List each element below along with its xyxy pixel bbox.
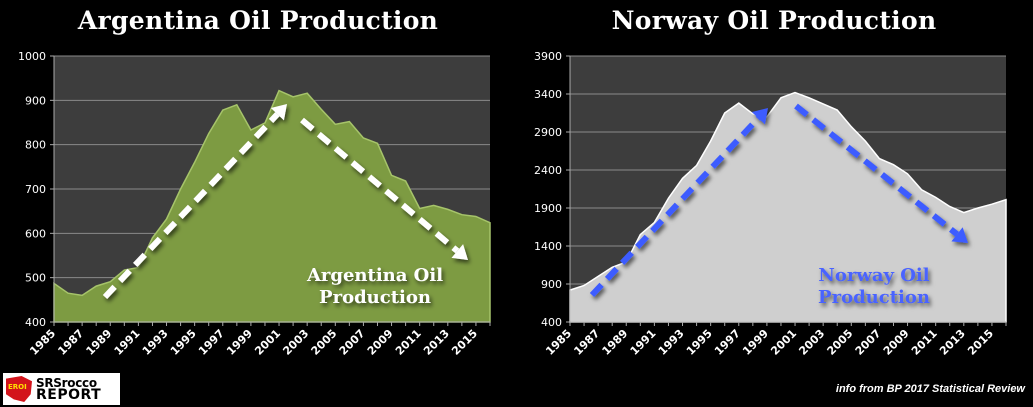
x-tick-label: 1993 <box>140 327 171 358</box>
x-tick-label: 2003 <box>280 327 311 358</box>
x-tick-label: 2013 <box>421 327 452 358</box>
usa-map-icon: EROI <box>6 376 32 402</box>
x-tick-label: 1999 <box>224 327 255 358</box>
logo-line1: SRSrocco <box>36 376 97 390</box>
x-tick-label: 1991 <box>628 327 659 358</box>
x-tick-label: 1997 <box>196 327 227 358</box>
x-tick-label: 2015 <box>965 327 996 358</box>
x-tick-label: 1995 <box>168 327 199 358</box>
x-tick-label: 2011 <box>909 327 940 358</box>
y-tick-label: 3900 <box>534 50 562 63</box>
trend-arrow-icon <box>102 104 287 300</box>
area-series <box>53 89 491 323</box>
argentina-chart-panel: Argentina Oil Production 400 500 600 700 800… <box>0 0 516 407</box>
y-tick-label: 500 <box>25 272 46 285</box>
x-tick-label: 2013 <box>937 327 968 358</box>
y-tick-label: 2400 <box>534 164 562 177</box>
norway-chart-title: Norway Oil Production <box>611 6 937 35</box>
x-tick-label: 1989 <box>600 327 631 358</box>
x-tick-label: 1991 <box>112 327 143 358</box>
y-tick-label: 800 <box>25 139 46 152</box>
x-tick-label: 1999 <box>740 327 771 358</box>
y-tick-label: 2900 <box>534 126 562 139</box>
x-tick-label: 2005 <box>825 327 856 358</box>
argentina-area-chart: 4005006007008009001000198519871989199119… <box>18 50 491 358</box>
y-tick-label: 600 <box>25 227 46 240</box>
y-tick-label: 900 <box>25 94 46 107</box>
x-tick-label: 2007 <box>853 327 884 358</box>
x-tick-label: 2005 <box>309 327 340 358</box>
y-tick-label: 1400 <box>534 240 562 253</box>
x-tick-label: 2007 <box>337 327 368 358</box>
norway-chart-panel: Norway Oil Production 400 900 1400 1900 2400… <box>516 0 1032 407</box>
y-tick-label: 900 <box>541 278 562 291</box>
x-tick-label: 1997 <box>712 327 743 358</box>
trend-arrow-icon <box>589 108 768 298</box>
y-tick-label: 700 <box>25 183 46 196</box>
y-tick-label: 400 <box>541 316 562 329</box>
y-tick-label: 400 <box>25 316 46 329</box>
trend-arrow-icon <box>794 103 968 243</box>
x-tick-label: 1993 <box>656 327 687 358</box>
y-tick-label: 1000 <box>18 50 46 63</box>
x-tick-label: 1989 <box>84 327 115 358</box>
x-tick-label: 2009 <box>365 327 396 358</box>
svg-text:Norway Oil: Norway Oil <box>818 265 929 286</box>
x-tick-label: 2009 <box>881 327 912 358</box>
x-tick-label: 2003 <box>796 327 827 358</box>
x-tick-label: 2001 <box>768 327 799 358</box>
svg-text:Production: Production <box>319 287 431 308</box>
y-tick-label: 3400 <box>534 88 562 101</box>
svg-text:Production: Production <box>818 287 930 308</box>
x-tick-label: 1985 <box>543 327 574 358</box>
logo-line2: REPORT <box>36 387 102 403</box>
x-tick-label: 2001 <box>252 327 283 358</box>
svg-text:Argentina Oil: Argentina Oil <box>306 265 443 286</box>
y-tick-label: 1900 <box>534 202 562 215</box>
eroi-badge: EROI <box>8 383 27 391</box>
srsrocco-report-logo: EROI SRSrocco REPORT <box>3 373 120 405</box>
x-tick-label: 1985 <box>27 327 58 358</box>
trend-arrow-icon <box>300 117 468 260</box>
area-series <box>569 91 1007 323</box>
x-tick-label: 2011 <box>393 327 424 358</box>
source-note: info from BP 2017 Statistical Review <box>835 383 1025 395</box>
norway-area-chart: 4009001400190024002900340039001985198719… <box>534 50 1007 358</box>
x-tick-label: 1995 <box>684 327 715 358</box>
x-tick-label: 1987 <box>571 327 602 358</box>
x-tick-label: 2015 <box>449 327 480 358</box>
x-tick-label: 1987 <box>55 327 86 358</box>
argentina-chart-title: Argentina Oil Production <box>77 6 439 35</box>
